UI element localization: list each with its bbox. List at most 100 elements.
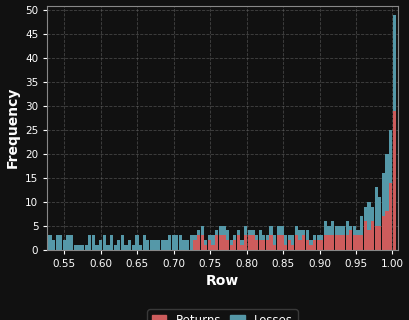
Bar — [330, 235, 333, 250]
Bar — [95, 245, 99, 250]
Bar — [334, 235, 337, 250]
Bar — [359, 216, 362, 235]
Bar — [298, 240, 301, 250]
Bar — [388, 130, 391, 183]
Bar — [48, 235, 52, 250]
Bar — [308, 240, 312, 245]
Bar — [341, 235, 344, 250]
Bar — [218, 235, 221, 250]
Bar — [92, 235, 95, 250]
Bar — [251, 230, 254, 235]
Bar — [229, 240, 232, 245]
Bar — [215, 235, 218, 250]
Bar — [352, 235, 355, 250]
Bar — [308, 245, 312, 250]
Bar — [370, 206, 373, 221]
Bar — [363, 206, 366, 221]
Bar — [359, 235, 362, 250]
Bar — [301, 230, 305, 235]
Bar — [81, 245, 84, 250]
Bar — [298, 230, 301, 240]
Bar — [233, 240, 236, 250]
Bar — [247, 235, 250, 250]
Bar — [345, 221, 348, 235]
Bar — [229, 245, 232, 250]
Bar — [233, 235, 236, 240]
Bar — [207, 240, 211, 250]
Bar — [258, 230, 261, 240]
Bar — [319, 235, 323, 240]
Bar — [330, 221, 333, 235]
Bar — [355, 235, 359, 250]
Bar — [283, 235, 286, 245]
Bar — [55, 235, 58, 250]
Bar — [225, 240, 229, 250]
Bar — [290, 235, 294, 245]
Bar — [294, 226, 297, 235]
Bar — [280, 226, 283, 235]
Bar — [312, 240, 315, 250]
Bar — [153, 240, 156, 250]
Bar — [175, 235, 178, 250]
Bar — [323, 221, 326, 235]
Bar — [384, 154, 388, 211]
Bar — [157, 240, 160, 250]
Bar — [215, 230, 218, 235]
Bar — [254, 240, 258, 250]
Bar — [366, 230, 370, 250]
Bar — [186, 240, 189, 250]
Bar — [337, 226, 341, 235]
Bar — [294, 235, 297, 250]
Bar — [135, 235, 138, 250]
Bar — [251, 235, 254, 250]
Bar — [363, 221, 366, 250]
Bar — [287, 240, 290, 250]
Bar — [211, 235, 214, 245]
Bar — [218, 226, 221, 235]
Bar — [146, 240, 149, 250]
Bar — [316, 240, 319, 250]
Bar — [84, 245, 88, 250]
Bar — [189, 235, 193, 250]
Bar — [121, 235, 124, 250]
Bar — [327, 226, 330, 235]
Bar — [196, 230, 200, 235]
Bar — [196, 235, 200, 250]
Bar — [74, 245, 77, 250]
Bar — [254, 235, 258, 240]
Bar — [327, 235, 330, 250]
Bar — [247, 230, 250, 235]
Bar — [207, 235, 211, 240]
Bar — [66, 235, 70, 250]
Bar — [305, 240, 308, 250]
Bar — [366, 202, 370, 230]
Bar — [77, 245, 80, 250]
Bar — [370, 221, 373, 250]
Bar — [222, 226, 225, 235]
Bar — [52, 240, 55, 250]
Bar — [265, 235, 268, 240]
Bar — [124, 245, 127, 250]
Bar — [200, 235, 203, 250]
Bar — [128, 240, 131, 250]
Bar — [305, 230, 308, 240]
Bar — [117, 240, 120, 250]
Bar — [178, 235, 182, 250]
Bar — [204, 240, 207, 245]
Bar — [142, 235, 146, 250]
Bar — [392, 111, 395, 250]
Bar — [236, 230, 240, 235]
Bar — [272, 245, 276, 250]
Bar — [272, 235, 276, 245]
Bar — [193, 240, 196, 250]
Bar — [276, 226, 279, 235]
Bar — [236, 235, 240, 250]
Bar — [240, 240, 243, 245]
Bar — [345, 235, 348, 250]
Bar — [168, 235, 171, 250]
Bar — [63, 240, 66, 250]
Bar — [243, 226, 247, 235]
Bar — [102, 235, 106, 250]
Bar — [225, 230, 229, 240]
Bar — [110, 235, 113, 250]
